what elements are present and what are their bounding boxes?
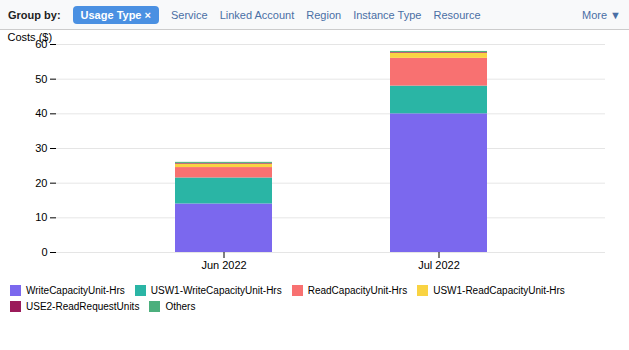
html-text:Resource: Resource bbox=[433, 8, 481, 21]
svg-text:Jun 2022: Jun 2022 bbox=[201, 259, 246, 271]
html-text:WriteCapacityUnit-Hrs: WriteCapacityUnit-Hrs bbox=[26, 284, 125, 296]
svg-text:0: 0 bbox=[41, 246, 47, 258]
html-text:Others: Others bbox=[165, 301, 196, 313]
svg-text:20: 20 bbox=[35, 177, 47, 189]
svg-text:Costs ($): Costs ($) bbox=[8, 31, 53, 43]
html-text:Usage Type ×: Usage Type × bbox=[80, 8, 151, 21]
html-text:Service: Service bbox=[171, 8, 208, 21]
html-text:USW1-ReadCapacityUnit-Hrs: USW1-ReadCapacityUnit-Hrs bbox=[433, 284, 565, 296]
html-text:Instance Type: Instance Type bbox=[353, 8, 422, 21]
html-text:Region: Region bbox=[306, 8, 342, 21]
svg-text:10: 10 bbox=[35, 211, 47, 223]
svg-text:40: 40 bbox=[35, 107, 47, 119]
html-text:USW1-WriteCapacityUnit-Hrs: USW1-WriteCapacityUnit-Hrs bbox=[150, 284, 282, 296]
html-text:USE2-ReadRequestUnits: USE2-ReadRequestUnits bbox=[26, 301, 140, 313]
svg-text:30: 30 bbox=[35, 142, 47, 154]
svg-text:Jul 2022: Jul 2022 bbox=[418, 259, 460, 271]
html-text:More ▼: More ▼ bbox=[582, 8, 621, 21]
html-text:Linked Account: Linked Account bbox=[219, 8, 295, 21]
svg-text:50: 50 bbox=[35, 73, 47, 85]
html-text:ReadCapacityUnit-Hrs: ReadCapacityUnit-Hrs bbox=[307, 284, 408, 296]
html-text:Group by:: Group by: bbox=[8, 8, 61, 21]
svg-text:60: 60 bbox=[35, 38, 48, 50]
